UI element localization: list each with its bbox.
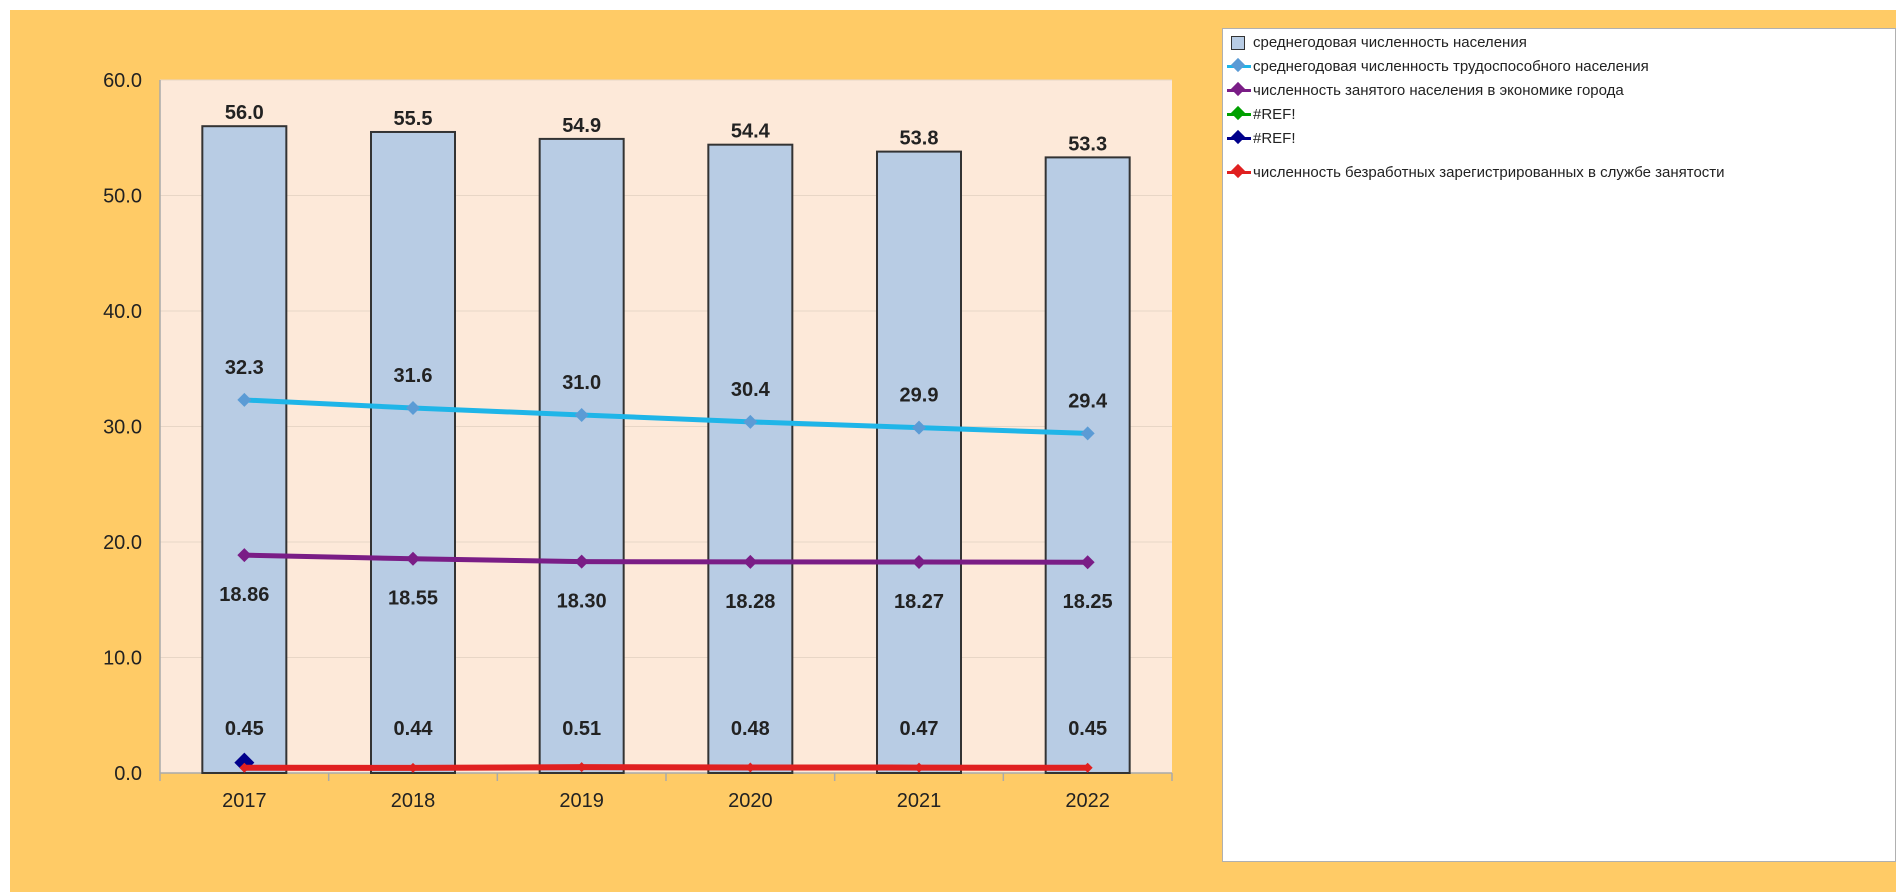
working-age-population-line [241, 397, 1091, 436]
unemployed-data-label: 0.44 [394, 718, 434, 740]
bar-data-label: 56.0 [225, 102, 264, 124]
unemployed-point [239, 762, 250, 773]
unemployed-data-label: 0.45 [225, 718, 264, 740]
y-tick-label: 10.0 [103, 648, 142, 670]
legend-swatch-line [1227, 57, 1253, 76]
employed-population-point [1080, 555, 1095, 570]
x-tick-label: 2018 [391, 790, 436, 812]
employed-population-point [237, 548, 252, 563]
x-tick-label: 2021 [897, 790, 942, 812]
x-tick-label: 2019 [559, 790, 604, 812]
legend-swatch-bar [1227, 33, 1253, 52]
bar-data-label: 54.9 [562, 115, 601, 137]
working-age-population-point [1080, 426, 1095, 441]
legend-item: #REF! [1227, 105, 1296, 124]
employed-population-point [912, 554, 926, 569]
chart-legend: среднегодовая численность населения средн… [1222, 28, 1896, 862]
legend-item: численность занятого населения в экономи… [1227, 81, 1624, 100]
working-age-population-point [743, 414, 758, 429]
y-tick-label: 0.0 [114, 763, 142, 785]
bar-data-label: 53.8 [900, 128, 939, 150]
employed-population-data-label: 18.28 [725, 591, 775, 613]
working-age-population-point [406, 401, 420, 416]
y-tick-label: 50.0 [103, 186, 142, 208]
bar-2019 [538, 137, 625, 774]
legend-label: численность занятого населения в экономи… [1253, 82, 1624, 99]
legend-item: среднегодовая численность трудоспособног… [1227, 57, 1649, 76]
x-tick-label: 2020 [728, 790, 773, 812]
working-age-population-point [574, 407, 589, 422]
unemployed-data-label: 0.48 [731, 718, 770, 740]
working-age-population-point [912, 420, 926, 435]
employed-population-data-label: 18.27 [894, 591, 944, 613]
unemployed-data-label: 0.45 [1068, 718, 1107, 740]
employed-population-data-label: 18.55 [388, 588, 438, 610]
legend-label: среднегодовая численность населения [1253, 34, 1527, 51]
legend-label: #REF! [1253, 106, 1296, 123]
unemployed-point [1082, 762, 1093, 773]
working-age-population-data-label: 31.0 [562, 372, 601, 394]
y-tick-label: 60.0 [103, 70, 142, 92]
employed-population-point [743, 554, 758, 569]
employed-population-point [574, 554, 589, 569]
x-tick-label: 2022 [1065, 790, 1110, 812]
y-tick-label: 40.0 [103, 301, 142, 323]
working-age-population-data-label: 32.3 [225, 357, 264, 379]
unemployed-line [241, 764, 1091, 771]
legend-item: #REF! [1227, 129, 1296, 148]
legend-item: среднегодовая численность населения [1227, 33, 1527, 52]
unemployed-data-label: 0.51 [562, 718, 601, 740]
legend-swatch-line [1227, 163, 1253, 182]
employed-population-line [241, 552, 1091, 565]
legend-swatch-line [1227, 105, 1253, 124]
working-age-population-data-label: 29.9 [900, 385, 939, 407]
bar-2021 [876, 150, 962, 775]
legend-swatch-line [1227, 129, 1253, 148]
bar-2017 [201, 125, 288, 774]
unemployed-point [576, 762, 587, 773]
left-margin [0, 0, 10, 892]
unemployed-point [914, 762, 924, 773]
chart-area: 0.0 10.0 20.0 30.0 40.0 50.0 60.0 2017 2018 2019 2… [10, 10, 1896, 892]
employed-population-point [406, 551, 420, 566]
bar-2018 [370, 130, 456, 775]
unemployed-point [745, 762, 756, 773]
employed-population-data-label: 18.86 [219, 584, 269, 606]
bar-2020 [707, 143, 794, 774]
legend-label: численность безработных зарегистрированн… [1253, 164, 1725, 181]
legend-label: #REF! [1253, 130, 1296, 147]
bar-data-label: 54.4 [731, 121, 771, 143]
combo-chart: 0.0 10.0 20.0 30.0 40.0 50.0 60.0 2017 2018 2019 2… [103, 70, 1173, 812]
legend-item: численность безработных зарегистрированн… [1227, 163, 1725, 182]
bar-2022 [1044, 156, 1131, 774]
working-age-population-data-label: 31.6 [394, 365, 433, 387]
y-tick-label: 30.0 [103, 417, 142, 439]
working-age-population-data-label: 30.4 [731, 379, 771, 401]
bar-data-label: 53.3 [1068, 133, 1107, 155]
unemployed-point [408, 762, 418, 773]
x-tick-label: 2017 [222, 790, 267, 812]
unemployed-data-label: 0.47 [900, 718, 939, 740]
employed-population-data-label: 18.30 [557, 591, 607, 613]
legend-label: среднегодовая численность трудоспособног… [1253, 58, 1649, 75]
working-age-population-data-label: 29.4 [1068, 390, 1108, 412]
bar-data-label: 55.5 [394, 108, 433, 130]
y-tick-label: 20.0 [103, 532, 142, 554]
working-age-population-point [237, 392, 252, 407]
legend-swatch-line [1227, 81, 1253, 100]
employed-population-data-label: 18.25 [1063, 591, 1113, 613]
